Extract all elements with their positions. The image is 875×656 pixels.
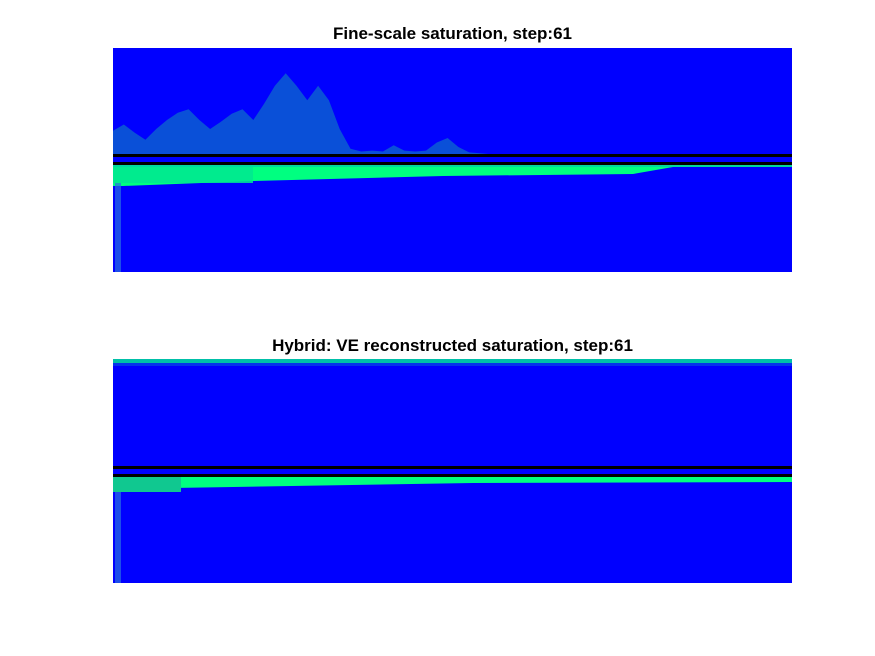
inlet-column [115, 492, 121, 583]
upper-plume-region [113, 73, 534, 156]
interface-line-upper [113, 466, 792, 469]
saturation-band-inlet [113, 476, 181, 492]
fine-scale-saturation-plot [113, 48, 792, 272]
chart-title-hybrid: Hybrid: VE reconstructed saturation, ste… [272, 336, 633, 355]
interface-line-upper [113, 154, 792, 157]
inlet-column [115, 183, 121, 272]
saturation-band-thin [113, 164, 792, 167]
top-saturation-fade [113, 363, 792, 366]
interface-line-lower [113, 162, 792, 165]
heatmap-background [113, 359, 792, 583]
interface-line-lower [113, 474, 792, 477]
hybrid-ve-saturation-plot [113, 359, 792, 583]
saturation-band-inlet [113, 167, 253, 183]
saturation-band [113, 477, 792, 489]
chart-title-fine-scale: Fine-scale saturation, step:61 [332, 24, 573, 43]
top-saturation-band [113, 359, 792, 363]
heatmap-background [113, 48, 792, 272]
